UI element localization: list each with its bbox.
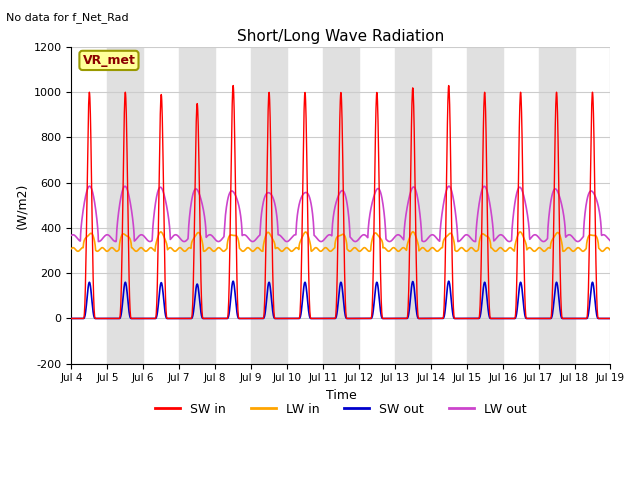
Bar: [323, 47, 359, 364]
Bar: [467, 47, 502, 364]
Title: Short/Long Wave Radiation: Short/Long Wave Radiation: [237, 29, 445, 44]
X-axis label: Time: Time: [326, 389, 356, 402]
Bar: [251, 47, 287, 364]
Text: VR_met: VR_met: [83, 54, 136, 67]
Text: No data for f_Net_Rad: No data for f_Net_Rad: [6, 12, 129, 23]
Legend: SW in, LW in, SW out, LW out: SW in, LW in, SW out, LW out: [150, 398, 532, 421]
Y-axis label: (W/m2): (W/m2): [15, 182, 28, 228]
Bar: [179, 47, 215, 364]
Bar: [539, 47, 575, 364]
Bar: [108, 47, 143, 364]
Bar: [395, 47, 431, 364]
Bar: [611, 47, 640, 364]
